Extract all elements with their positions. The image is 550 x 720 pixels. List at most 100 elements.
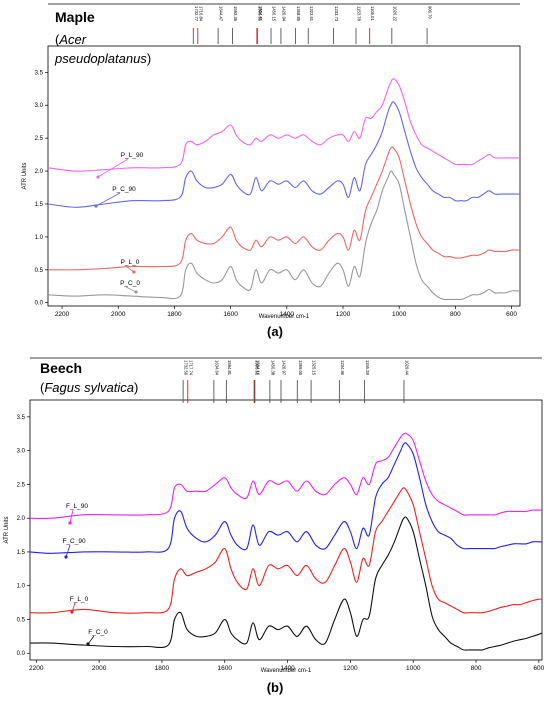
y-tick-label: 2.5 <box>35 136 44 142</box>
series-line-f-l-0 <box>29 487 543 614</box>
series-line-p-c-0 <box>47 170 520 301</box>
series-pointer <box>125 286 137 293</box>
series-pointer <box>97 158 129 178</box>
y-tick-label: 2.0 <box>35 169 44 175</box>
panel-a: Maple (Acer pseudoplatanus) 1732.77 1716.84 1… <box>22 3 521 339</box>
series-pointer-head <box>70 610 74 614</box>
x-tick-label: 600 <box>533 665 544 672</box>
series-pointer-head <box>132 270 136 274</box>
y-tick-label: 0.0 <box>17 651 26 657</box>
panel-subtitle: (Fagus sylvatica) <box>40 380 138 395</box>
peak-label: 1732.77 <box>194 6 199 22</box>
y-tick-label: 3.0 <box>35 103 44 109</box>
series-pointer <box>125 265 135 273</box>
y-tick-label: 0.5 <box>17 617 26 623</box>
x-tick-label: 2000 <box>92 665 107 672</box>
peak-label: 1420.94 <box>281 6 286 22</box>
series-name-label: F_L_0 <box>70 596 89 603</box>
x-tick-label: 2200 <box>55 311 70 318</box>
peak-label: 1369.00 <box>298 360 303 376</box>
plot-frame <box>29 399 543 661</box>
x-tick-label: 1600 <box>223 311 238 318</box>
x-tick-label: 1200 <box>336 311 351 318</box>
series-pointer-head <box>64 555 68 559</box>
series-pointer <box>65 544 71 558</box>
x-tick-label: 600 <box>506 311 517 318</box>
y-tick-label: 2.5 <box>17 482 26 488</box>
peak-label: 1368.85 <box>296 6 301 22</box>
peak-label: 1456.38 <box>270 360 275 376</box>
series-name-label: F_C_90 <box>62 538 86 545</box>
panel-subtitle-line2: pseudoplatanus) <box>54 51 151 66</box>
peak-label: 1153.78 <box>356 6 361 21</box>
y-axis-label: ATR Units <box>4 517 10 544</box>
series-line-p-l-90 <box>47 78 520 172</box>
series-name-label: P_L_90 <box>121 152 144 159</box>
peak-label: 1717.74 <box>188 360 193 376</box>
series-pointer-head <box>96 175 100 179</box>
series-name-label: P_C_0 <box>120 280 140 287</box>
panel-letter: (a) <box>267 324 283 339</box>
y-tick-label: 0.5 <box>35 268 44 274</box>
series-line-f-c-0 <box>29 516 543 651</box>
series-line-f-l-90 <box>29 432 542 519</box>
peak-label: 1634.64 <box>214 360 219 376</box>
y-axis-label: ATR Units <box>22 163 28 190</box>
peak-label: 1325.15 <box>312 360 317 376</box>
x-tick-label: 1800 <box>155 665 170 672</box>
series-line-f-c-90 <box>29 442 542 554</box>
series-name-label: P_C_90 <box>112 186 136 193</box>
panel-subtitle-line1: (Acer <box>55 32 87 47</box>
peak-label: 1506.51 <box>257 6 262 22</box>
series-pointer <box>87 635 95 645</box>
peak-label: 1504.61 <box>258 6 263 22</box>
x-tick-label: 1400 <box>280 311 295 318</box>
plot-frame <box>47 45 521 307</box>
x-tick-label: 1200 <box>343 665 358 672</box>
peak-label: 1716.84 <box>198 6 203 22</box>
panel-letter: (b) <box>267 680 284 695</box>
series-pointer-head <box>86 642 90 646</box>
y-tick-label: 0.0 <box>35 301 44 307</box>
panel-title: Beech <box>40 360 82 376</box>
peak-label: 1323.61 <box>309 6 314 22</box>
panel-title: Maple <box>55 9 95 25</box>
series-pointer-head <box>94 204 98 208</box>
x-tick-label: 1600 <box>218 665 233 672</box>
peak-label: 1644.47 <box>219 6 224 22</box>
peak-label: 1233.73 <box>334 6 339 22</box>
peak-label: 1732.50 <box>184 360 189 376</box>
peak-label: 1420.97 <box>281 360 286 376</box>
series-name-label: F_C_0 <box>88 629 108 636</box>
x-tick-label: 2000 <box>111 311 126 318</box>
peak-label: 1506.51 <box>255 360 260 376</box>
y-tick-label: 3.5 <box>17 415 26 421</box>
x-tick-label: 2200 <box>29 665 44 672</box>
y-tick-label: 1.0 <box>17 584 26 590</box>
x-tick-label: 800 <box>471 665 482 672</box>
peak-label: 1594.81 <box>227 360 232 376</box>
series-line-p-c-90 <box>47 101 520 208</box>
panel-b: Beech (Fagus sylvatica) 1732.50 1717.74 1634… <box>4 357 545 695</box>
x-axis-label: Wavenumber cm-1 <box>259 314 310 320</box>
peak-label: 1029.44 <box>404 360 409 376</box>
x-tick-label: 1000 <box>392 311 407 318</box>
series-pointer-head <box>134 290 138 294</box>
peak-label: 1105.01 <box>370 6 375 21</box>
y-tick-label: 2.0 <box>17 516 26 522</box>
peak-label: 1155.28 <box>365 360 370 375</box>
x-tick-label: 1400 <box>280 665 295 672</box>
peak-label: 1026.22 <box>392 6 397 22</box>
y-tick-label: 1.5 <box>17 550 26 556</box>
y-tick-label: 3.5 <box>35 70 44 76</box>
peak-label: 1504.16 <box>255 360 260 376</box>
series-name-label: P_L_0 <box>121 259 140 266</box>
peak-label: 1456.15 <box>272 6 277 22</box>
peak-label: 1234.96 <box>340 360 345 376</box>
x-axis-label: Wavenumber cm-1 <box>261 668 312 674</box>
series-pointer <box>69 509 74 524</box>
y-tick-label: 1.0 <box>35 235 44 241</box>
y-tick-label: 1.5 <box>35 202 44 208</box>
